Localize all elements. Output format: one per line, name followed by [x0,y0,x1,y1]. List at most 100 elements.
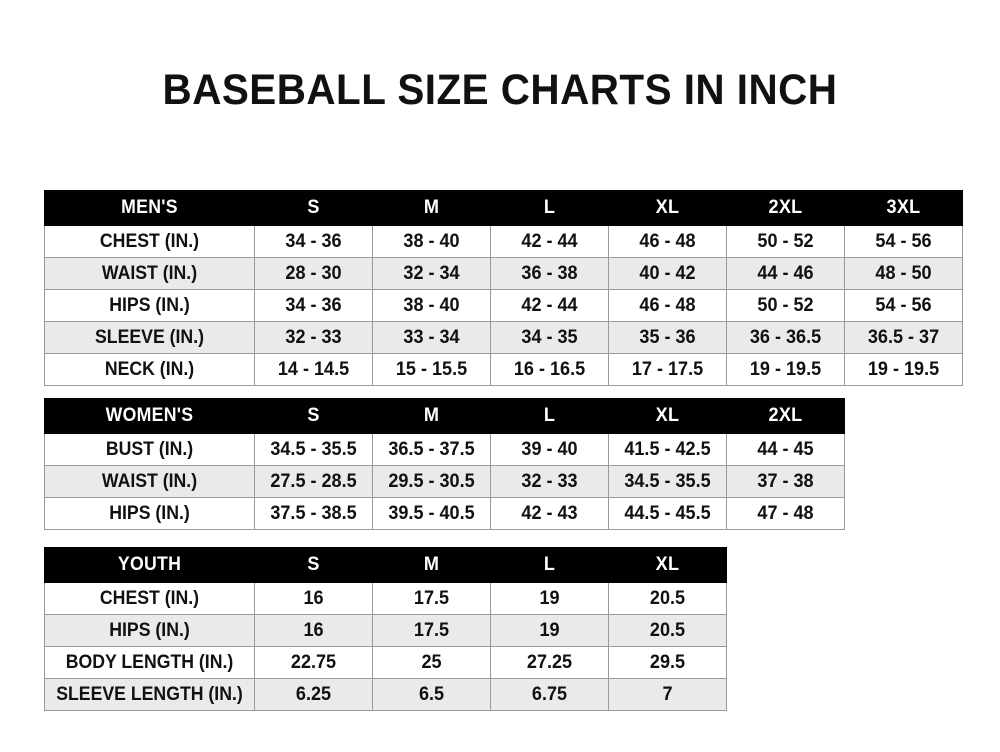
row-label-text: HIPS (IN.) [109,502,190,524]
measurement-value: 6.5 [418,683,445,705]
measurement-value: 25 [421,651,442,673]
measurement-value: 37.5 - 38.5 [270,502,357,524]
header-label: L [543,405,556,426]
measurement-cell: 48 - 50 [844,257,963,290]
measurement-cell: 34 - 36 [254,289,373,322]
row-label-text: BUST (IN.) [105,438,194,460]
measurement-cell: 29.5 [608,646,727,679]
measurement-cell: 17.5 [372,582,491,615]
row-label-text: WAIST (IN.) [101,262,198,284]
measurement-value: 27.25 [526,651,573,673]
mens-size-header-xl: XL [608,190,727,226]
measurement-value: 44.5 - 45.5 [624,502,711,524]
measurement-cell: 38 - 40 [372,225,491,258]
page-title: BASEBALL SIZE CHARTS IN INCH [162,66,838,114]
table-row: BUST (IN.) 34.5 - 35.5 36.5 - 37.5 39 - 40 4… [44,433,845,466]
header-label: M [423,405,440,426]
table-row: HIPS (IN.) 16 17.5 19 20.5 [44,614,727,647]
measurement-cell: 42 - 44 [490,289,609,322]
measurement-cell: 44 - 45 [726,433,845,466]
youth-header-row: YOUTH S M L XL [44,547,727,583]
header-label: XL [655,197,680,218]
measurement-value: 22.75 [290,651,337,673]
measurement-value: 39.5 - 40.5 [388,502,475,524]
table-row: CHEST (IN.) 16 17.5 19 20.5 [44,582,727,615]
measurement-cell: 54 - 56 [844,225,963,258]
measurement-cell: 32 - 34 [372,257,491,290]
measurement-value: 47 - 48 [757,502,814,524]
header-label: S [307,197,320,218]
womens-row-label-waist-in: WAIST (IN.) [44,465,255,498]
row-label-text: CHEST (IN.) [99,230,200,252]
measurement-cell: 6.5 [372,678,491,711]
measurement-value: 38 - 40 [403,230,460,252]
womens-size-header-2xl: 2XL [726,398,845,434]
measurement-value: 34.5 - 35.5 [270,438,357,460]
measurement-value: 17.5 [413,619,450,641]
row-label-text: BODY LENGTH (IN.) [65,651,234,673]
measurement-cell: 33 - 34 [372,321,491,354]
measurement-value: 42 - 44 [521,230,578,252]
measurement-value: 42 - 43 [521,502,578,524]
womens-size-header-s: S [254,398,373,434]
mens-row-label-waist-in: WAIST (IN.) [44,257,255,290]
header-label: M [423,197,440,218]
measurement-value: 15 - 15.5 [395,358,468,380]
measurement-cell: 42 - 44 [490,225,609,258]
measurement-cell: 46 - 48 [608,225,727,258]
measurement-cell: 15 - 15.5 [372,353,491,386]
table-row: HIPS (IN.) 34 - 36 38 - 40 42 - 44 46 - 48 50… [44,289,963,322]
womens-table-title-cell: WOMEN'S [44,398,255,434]
measurement-value: 7 [662,683,673,705]
measurement-value: 36.5 - 37 [867,326,940,348]
table-row: SLEEVE LENGTH (IN.) 6.25 6.5 6.75 7 [44,678,727,711]
measurement-cell: 34 - 36 [254,225,373,258]
measurement-cell: 19 - 19.5 [844,353,963,386]
measurement-cell: 34.5 - 35.5 [608,465,727,498]
mens-table-head: MEN'S S M L XL 2XL 3XL [44,190,963,226]
measurement-value: 54 - 56 [875,230,932,252]
measurement-cell: 6.75 [490,678,609,711]
row-label-text: WAIST (IN.) [101,470,198,492]
mens-row-label-sleeve-in: SLEEVE (IN.) [44,321,255,354]
measurement-cell: 17.5 [372,614,491,647]
measurement-value: 34 - 36 [285,230,342,252]
measurement-value: 36.5 - 37.5 [388,438,475,460]
measurement-cell: 32 - 33 [254,321,373,354]
measurement-cell: 44 - 46 [726,257,845,290]
mens-row-label-neck-in: NECK (IN.) [44,353,255,386]
measurement-cell: 6.25 [254,678,373,711]
measurement-cell: 36 - 38 [490,257,609,290]
measurement-value: 34 - 36 [285,294,342,316]
measurement-value: 41.5 - 42.5 [624,438,711,460]
measurement-cell: 25 [372,646,491,679]
mens-size-header-3xl: 3XL [844,190,963,226]
header-label: 2XL [768,197,803,218]
measurement-value: 16 - 16.5 [513,358,586,380]
measurement-value: 29.5 [649,651,686,673]
measurement-cell: 50 - 52 [726,225,845,258]
mens-size-header-m: M [372,190,491,226]
measurement-value: 44 - 46 [757,262,814,284]
measurement-value: 39 - 40 [521,438,578,460]
mens-row-label-hips-in: HIPS (IN.) [44,289,255,322]
measurement-value: 48 - 50 [875,262,932,284]
measurement-cell: 39.5 - 40.5 [372,497,491,530]
table-row: HIPS (IN.) 37.5 - 38.5 39.5 - 40.5 42 - 43 4… [44,497,845,530]
measurement-value: 19 - 19.5 [867,358,940,380]
measurement-cell: 17 - 17.5 [608,353,727,386]
measurement-cell: 36.5 - 37.5 [372,433,491,466]
row-label-text: HIPS (IN.) [109,619,190,641]
header-label: S [307,554,320,575]
measurement-cell: 39 - 40 [490,433,609,466]
womens-row-label-hips-in: HIPS (IN.) [44,497,255,530]
header-label: WOMEN'S [105,405,194,426]
measurement-value: 42 - 44 [521,294,578,316]
header-label: 3XL [886,197,921,218]
measurement-cell: 34 - 35 [490,321,609,354]
youth-size-table: YOUTH S M L XL CHEST (IN.) 16 17.5 19 20.5 HIPS (… [44,547,727,711]
measurement-value: 50 - 52 [757,230,814,252]
womens-size-header-m: M [372,398,491,434]
womens-table-head: WOMEN'S S M L XL 2XL [44,398,845,434]
header-label: YOUTH [117,554,182,575]
